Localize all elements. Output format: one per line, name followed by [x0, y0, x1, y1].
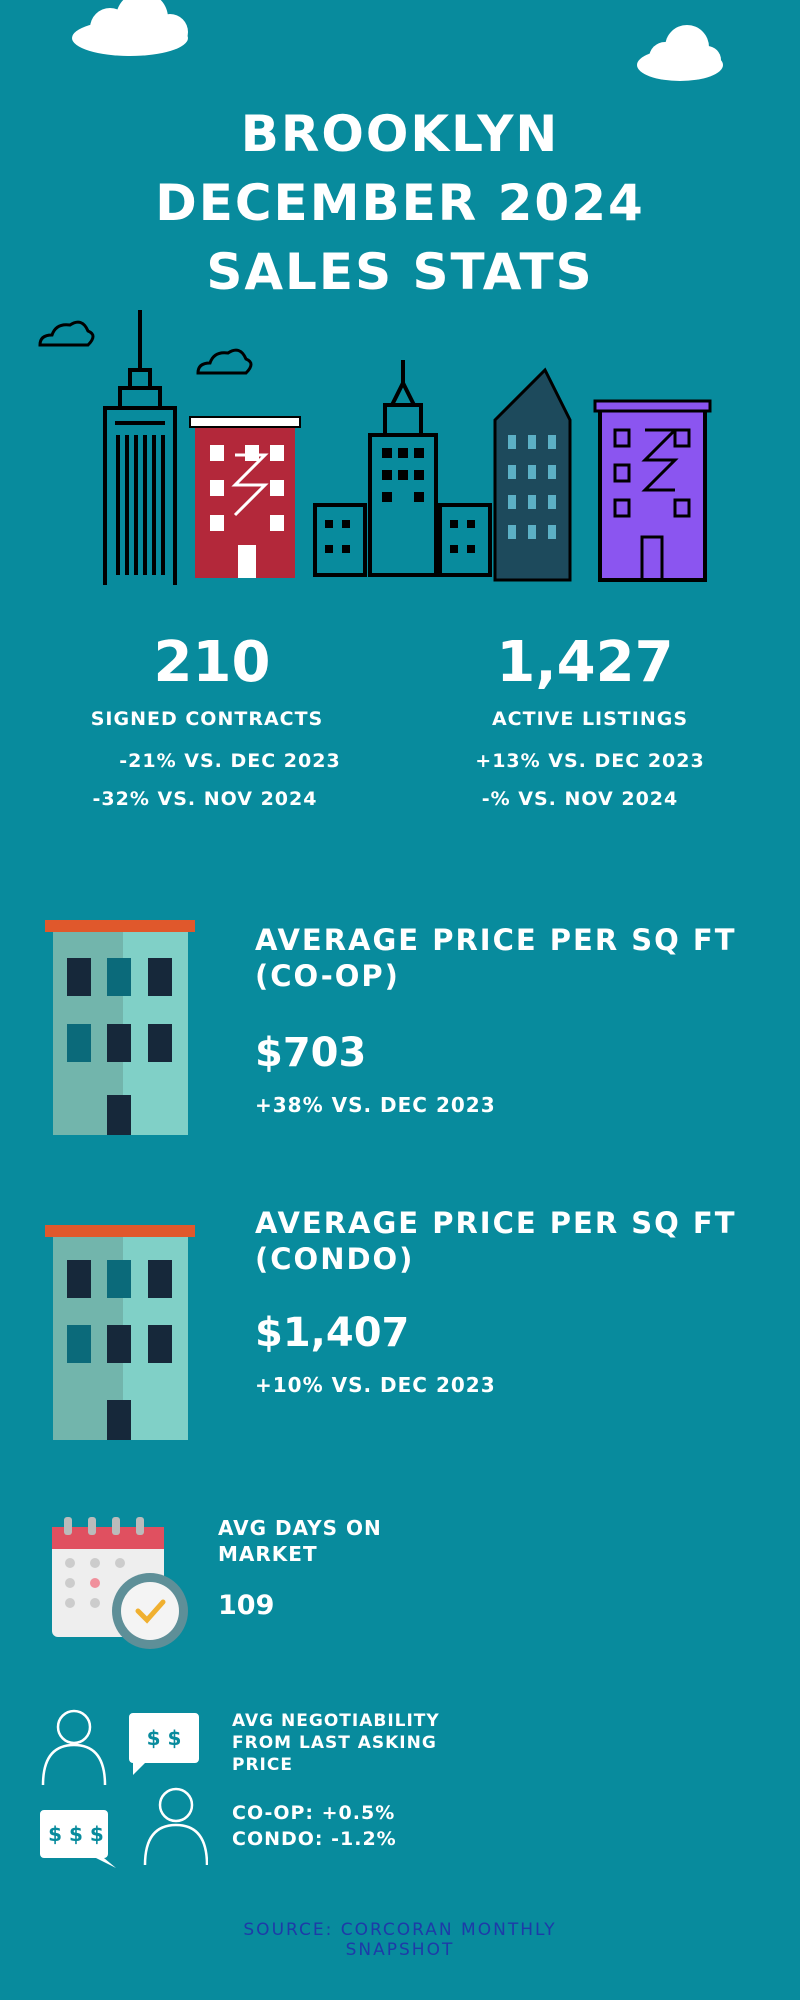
skyline-illustration: [38, 310, 712, 585]
cloud-icon: [72, 0, 188, 56]
flatiron-icon: [493, 367, 572, 582]
source-credit: SOURCE: CORCORAN MONTHLY SNAPSHOT: [0, 1920, 800, 1960]
cloud-icon: [38, 320, 253, 375]
title-line-1: BROOKLYN: [240, 105, 560, 163]
empire-state-icon: [103, 310, 177, 585]
apartment-icon: [45, 1225, 195, 1440]
red-building-icon: [189, 416, 301, 578]
title-line-2: DECEMBER 2024: [155, 174, 645, 232]
negotiability-label-line3: PRICE: [232, 1755, 293, 1775]
purple-building-icon: [593, 399, 712, 582]
contracts-label: SIGNED CONTRACTS: [90, 708, 324, 730]
calendar-clock-icon: [52, 1517, 188, 1649]
coop-price: $703: [255, 1030, 367, 1076]
listings-cmp-nov: -% VS. NOV 2024: [481, 788, 679, 810]
negotiability-label: AVG NEGOTIABILITY FROM LAST ASKING PRICE: [232, 1710, 440, 1776]
coop-heading-line2: (CO-OP): [255, 959, 400, 993]
contracts-cmp-dec: -21% VS. DEC 2023: [119, 750, 341, 772]
negotiability-values: CO-OP: +0.5% CONDO: -1.2%: [232, 1800, 397, 1852]
coop-cmp: +38% VS. DEC 2023: [255, 1093, 496, 1117]
condo-heading-line1: AVERAGE PRICE PER SQ FT: [255, 1206, 737, 1240]
source-line1: SOURCE: CORCORAN MONTHLY: [243, 1920, 557, 1940]
negotiability-coop: CO-OP: +0.5%: [232, 1802, 396, 1824]
dom-label-line2: MARKET: [218, 1542, 318, 1566]
listings-cmp-dec: +13% VS. DEC 2023: [475, 750, 705, 772]
negotiability-condo: CONDO: -1.2%: [232, 1828, 397, 1850]
apartment-icon: [45, 920, 195, 1135]
coop-heading-line1: AVERAGE PRICE PER SQ FT: [255, 923, 737, 957]
listings-label: ACTIVE LISTINGS: [491, 708, 689, 730]
source-line2: SNAPSHOT: [345, 1940, 455, 1960]
title-line-3: SALES STATS: [206, 243, 594, 301]
condo-heading-line2: (CONDO): [255, 1242, 415, 1276]
contracts-cmp-nov: -32% VS. NOV 2024: [92, 788, 318, 810]
condo-price: $1,407: [255, 1310, 410, 1356]
cloud-icon: [637, 25, 723, 81]
dom-label: AVG DAYS ON MARKET: [218, 1515, 382, 1567]
bubble-dollars-3: $ $ $: [48, 1822, 104, 1846]
bubble-dollars-2: $ $: [147, 1726, 182, 1750]
dom-value: 109: [218, 1590, 275, 1621]
listings-value: 1,427: [496, 630, 674, 695]
condo-heading: AVERAGE PRICE PER SQ FT (CONDO): [255, 1205, 775, 1277]
coop-heading: AVERAGE PRICE PER SQ FT (CO-OP): [255, 922, 775, 994]
dom-label-line1: AVG DAYS ON: [218, 1516, 382, 1540]
skyscraper-icon: [313, 360, 492, 577]
contracts-value: 210: [153, 630, 271, 695]
condo-cmp: +10% VS. DEC 2023: [255, 1373, 496, 1397]
negotiability-label-line2: FROM LAST ASKING: [232, 1733, 437, 1753]
negotiation-people-icon: $ $ $ $ $: [40, 1709, 208, 1868]
negotiability-label-line1: AVG NEGOTIABILITY: [232, 1711, 440, 1731]
page-title: BROOKLYN DECEMBER 2024 SALES STATS: [0, 100, 800, 307]
